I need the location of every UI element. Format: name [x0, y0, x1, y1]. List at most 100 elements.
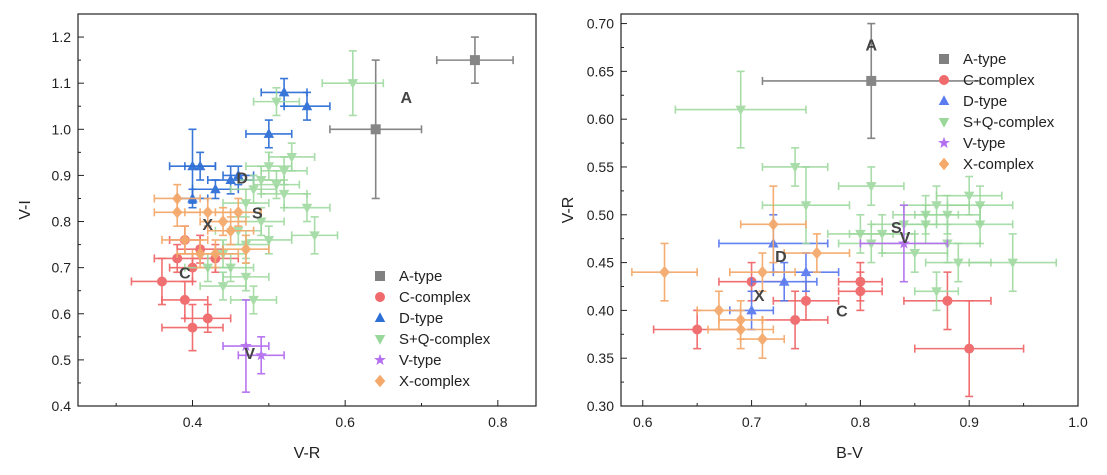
- point-marker: [217, 282, 229, 292]
- series-v-type: [859, 204, 949, 283]
- cluster-label-c: C: [836, 303, 848, 320]
- point-marker: [239, 339, 252, 352]
- legend: A-type C-complex D-type S+Q-complex V-type X-…: [374, 268, 491, 390]
- legend-item-c-complex: C-complex: [939, 72, 1035, 89]
- x-tick-label: 0.7: [742, 414, 762, 430]
- point-marker: [172, 253, 183, 264]
- point-marker: [179, 294, 190, 305]
- point-marker: [255, 217, 267, 228]
- data-point-s-q-complex: [290, 216, 339, 255]
- y-tick-label: 1.2: [52, 29, 72, 45]
- data-point-a-type: [435, 36, 514, 84]
- data-point-d-type: [184, 151, 217, 181]
- data-point-x-complex: [718, 300, 764, 340]
- data-point-s-q-complex: [229, 285, 278, 315]
- y-tick-label: 0.4: [52, 398, 72, 414]
- point-marker: [278, 86, 290, 97]
- y-tick-label: 0.9: [52, 167, 72, 183]
- point-marker: [931, 287, 942, 298]
- point-marker: [233, 169, 244, 180]
- point-marker: [217, 215, 229, 228]
- legend-item-s-q-complex: S+Q-complex: [374, 331, 491, 348]
- point-marker: [210, 247, 221, 261]
- legend: A-type C-complex D-type S+Q-complex V-type X-…: [938, 51, 1055, 173]
- y-tick-label: 1.0: [52, 121, 72, 137]
- point-marker: [179, 233, 191, 247]
- data-point-a-type: [329, 59, 423, 200]
- point-marker: [248, 185, 259, 195]
- plot-frame: [77, 13, 537, 407]
- data-point-x-complex: [783, 233, 851, 273]
- data-point-x-complex: [739, 185, 807, 264]
- point-marker: [202, 206, 214, 219]
- data-point-s-q-complex: [761, 147, 829, 187]
- data-point-s-q-complex: [245, 151, 293, 181]
- y-tick-label: 0.70: [587, 16, 614, 32]
- data-point-c-complex: [761, 290, 829, 350]
- legend-label: V-type: [399, 352, 442, 369]
- x-tick-label: 0.8: [488, 414, 508, 430]
- series-v-type: [222, 299, 285, 393]
- point-marker: [757, 265, 768, 279]
- legend-label: X-complex: [399, 373, 470, 390]
- data-point-x-complex: [739, 319, 786, 359]
- data-point-v-type: [222, 299, 270, 393]
- cluster-label-v: V: [244, 346, 255, 363]
- data-point-x-complex: [222, 234, 270, 264]
- legend-label: S+Q-complex: [963, 114, 1055, 131]
- point-marker: [964, 343, 975, 354]
- point-marker: [931, 201, 942, 211]
- data-point-x-complex: [631, 242, 698, 302]
- point-marker: [855, 286, 866, 297]
- point-marker: [897, 237, 910, 249]
- data-point-d-type: [245, 119, 293, 149]
- legend-item-x-complex: X-complex: [938, 156, 1034, 173]
- point-marker: [866, 182, 877, 192]
- y-tick-label: 0.45: [587, 255, 614, 271]
- x-tick-label: 0.4: [183, 414, 203, 430]
- legend-marker: [375, 271, 385, 281]
- data-point-s-q-complex: [222, 188, 270, 218]
- data-point-x-complex: [191, 239, 240, 269]
- y-tick-label: 0.40: [587, 302, 614, 318]
- x-tick-label: 1.0: [1068, 414, 1088, 430]
- legend-marker: [374, 353, 386, 366]
- point-marker: [278, 166, 290, 177]
- point-marker: [271, 97, 282, 108]
- legend-label: A-type: [399, 268, 442, 285]
- point-marker: [942, 210, 953, 221]
- point-marker: [768, 218, 779, 231]
- cluster-label-s: S: [252, 205, 263, 222]
- point-marker: [713, 304, 725, 317]
- legend-marker: [375, 292, 385, 302]
- y-tick-label: 0.60: [587, 111, 614, 127]
- legend-label: D-type: [399, 310, 443, 327]
- data-point-s-q-complex: [946, 204, 1014, 245]
- data-point-v-type: [237, 336, 285, 375]
- point-marker: [469, 55, 480, 66]
- y-axis-title: V-I: [17, 200, 34, 220]
- cluster-label-d: D: [236, 171, 248, 188]
- point-marker: [855, 229, 866, 240]
- point-marker: [301, 100, 313, 111]
- legend-item-d-type: D-type: [938, 93, 1007, 110]
- point-marker: [187, 322, 198, 333]
- point-marker: [278, 189, 290, 200]
- legend-item-x-complex: X-complex: [374, 373, 470, 390]
- point-marker: [866, 239, 877, 250]
- point-marker: [963, 191, 975, 202]
- point-marker: [876, 229, 888, 240]
- legend-item-v-type: V-type: [938, 135, 1006, 152]
- point-marker: [909, 249, 921, 259]
- point-marker: [1007, 258, 1018, 269]
- legend-label: V-type: [963, 135, 1006, 152]
- legend-marker: [374, 312, 386, 322]
- point-marker: [233, 206, 244, 219]
- series-a-type: [329, 36, 514, 200]
- data-point-d-type: [283, 91, 331, 121]
- point-marker: [240, 272, 252, 283]
- point-marker: [800, 295, 811, 306]
- point-marker: [920, 220, 931, 231]
- point-marker: [187, 192, 198, 203]
- point-marker: [301, 203, 313, 214]
